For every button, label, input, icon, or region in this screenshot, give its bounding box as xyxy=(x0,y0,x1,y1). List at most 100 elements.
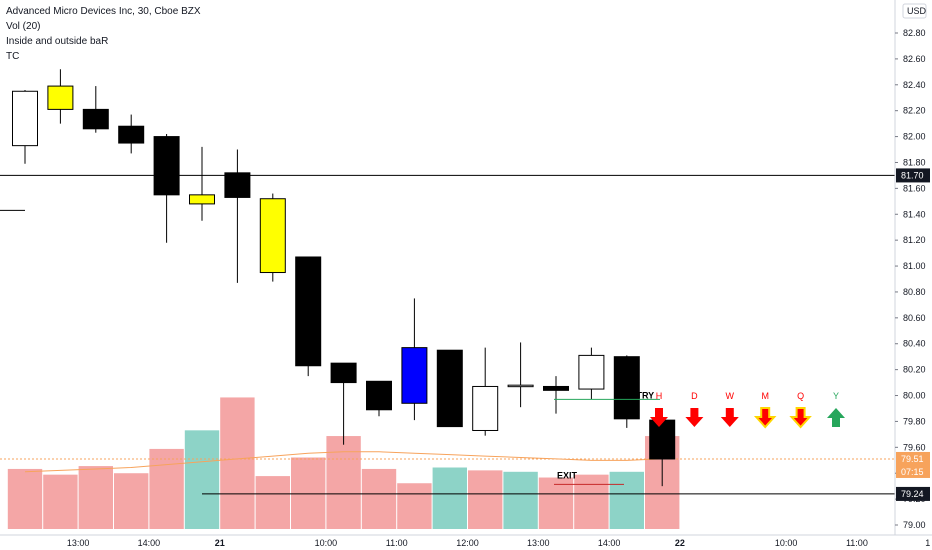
candle-body xyxy=(649,419,676,460)
candle-body xyxy=(118,125,145,144)
arrow-down-icon xyxy=(685,408,704,427)
price-tick-label: 80.40 xyxy=(903,339,926,349)
indicator-inside-outside[interactable]: Inside and outside baR xyxy=(6,36,109,47)
volume-bar xyxy=(220,397,255,529)
price-tick-label: 82.00 xyxy=(903,132,926,142)
candle-body xyxy=(472,385,499,431)
symbol-title[interactable]: Advanced Micro Devices Inc, 30, Cboe BZX xyxy=(6,6,201,17)
volume-bar xyxy=(149,448,184,529)
price-badge-label: 79.24 xyxy=(901,489,924,499)
annotations: ENTRY EXIT xyxy=(554,391,660,485)
volume-bar xyxy=(609,471,644,529)
time-tick-label: 21 xyxy=(215,538,225,548)
entry-label: ENTRY xyxy=(624,391,654,401)
volume-bar xyxy=(114,473,149,529)
candle-body xyxy=(47,85,74,110)
volume-bar xyxy=(503,471,538,529)
candle-body xyxy=(82,108,109,130)
volume-bar xyxy=(43,474,78,529)
currency-label: USD xyxy=(907,6,927,16)
price-tick-label: 79.80 xyxy=(903,416,926,426)
price-badge xyxy=(896,168,930,183)
exit-label: EXIT xyxy=(557,470,578,480)
timeframe-letter: H xyxy=(656,391,663,401)
candle-body xyxy=(330,362,357,384)
arrow-down-icon xyxy=(789,407,812,429)
currency-badge xyxy=(902,3,927,19)
candle-body xyxy=(613,356,640,420)
volume-bar xyxy=(397,483,432,529)
candle-body xyxy=(153,136,180,196)
candle-body xyxy=(401,347,428,404)
time-tick-label: 13:00 xyxy=(527,538,550,548)
time-tick-label: 11:00 xyxy=(846,538,868,548)
candle-body xyxy=(12,90,38,147)
last-price-label: 79.51 xyxy=(901,454,924,464)
price-tick-label: 80.60 xyxy=(903,313,926,323)
price-tick-label: 81.80 xyxy=(903,157,926,167)
volume-bar xyxy=(432,467,467,529)
time-tick-label: 22 xyxy=(675,538,685,548)
timeframe-letter: Y xyxy=(833,391,839,401)
time-tick-label: 1 xyxy=(925,538,930,548)
arrow-up-icon xyxy=(827,408,845,427)
candles xyxy=(12,69,676,487)
volume-bar xyxy=(468,470,503,529)
time-tick-label: 12:00 xyxy=(456,538,479,548)
arrow-down-icon xyxy=(720,408,739,427)
price-tick-label: 82.80 xyxy=(903,28,926,38)
volume-bar xyxy=(255,476,290,529)
candle-body xyxy=(259,198,286,274)
price-badge xyxy=(896,486,930,501)
price-tick-label: 79.60 xyxy=(903,442,926,452)
price-tick-label: 82.60 xyxy=(903,54,926,64)
candle-body xyxy=(507,384,534,388)
price-tick-label: 80.20 xyxy=(903,365,926,375)
indicator-tc[interactable]: TC xyxy=(6,51,20,62)
volume-bar xyxy=(7,468,43,529)
candle-body xyxy=(578,354,605,390)
volume-bar xyxy=(291,457,326,529)
time-tick-label: 13:00 xyxy=(67,538,90,548)
volume-pane xyxy=(7,397,680,529)
price-tick-label: 82.40 xyxy=(903,80,926,90)
price-tick-label: 81.00 xyxy=(903,261,926,271)
volume-bar xyxy=(326,436,361,529)
last-price-badge xyxy=(896,451,930,478)
volume-bar xyxy=(361,468,397,529)
price-tick-label: 81.60 xyxy=(903,183,926,193)
candle-body xyxy=(436,349,463,428)
timeframe-letter: D xyxy=(691,391,698,401)
candle-body xyxy=(366,380,392,411)
countdown-label: 07:15 xyxy=(901,467,924,477)
arrow-down-icon xyxy=(753,407,777,429)
candle-body xyxy=(189,194,215,205)
chart-legend: Advanced Micro Devices Inc, 30, Cboe BZX… xyxy=(6,4,201,64)
price-tick-label: 82.20 xyxy=(903,106,926,116)
candle-body xyxy=(543,385,569,391)
timeframe-letter: M xyxy=(761,391,769,401)
time-tick-label: 14:00 xyxy=(138,538,161,548)
price-tick-label: 80.80 xyxy=(903,287,926,297)
horizontal-lines xyxy=(0,174,895,495)
volume-bar xyxy=(78,466,113,529)
indicator-vol[interactable]: Vol (20) xyxy=(6,21,41,32)
volume-bar xyxy=(574,474,609,529)
price-tick-label: 81.40 xyxy=(903,209,926,219)
candle-body xyxy=(295,256,322,367)
time-tick-label: 14:00 xyxy=(598,538,621,548)
price-tick-label: 79.00 xyxy=(903,520,926,530)
volume-bar xyxy=(184,430,220,529)
volume-bar xyxy=(538,477,574,529)
timeframe-letter: W xyxy=(726,391,735,401)
price-axis[interactable]: 82.80 82.60 82.40 82.20 82.00 81.80 81.60 81.40… xyxy=(894,0,932,550)
price-tick-label: 81.20 xyxy=(903,235,926,245)
timeframe-letter: Q xyxy=(797,391,804,401)
arrow-down-icon xyxy=(650,408,668,427)
time-tick-label: 10:00 xyxy=(775,538,798,548)
candle-body xyxy=(224,172,251,198)
time-axis[interactable]: 13:00 14:00 21 10:00 11:00 12:00 13:00 14:00 22 1… xyxy=(0,534,932,548)
price-badge-label: 81.70 xyxy=(901,170,924,180)
